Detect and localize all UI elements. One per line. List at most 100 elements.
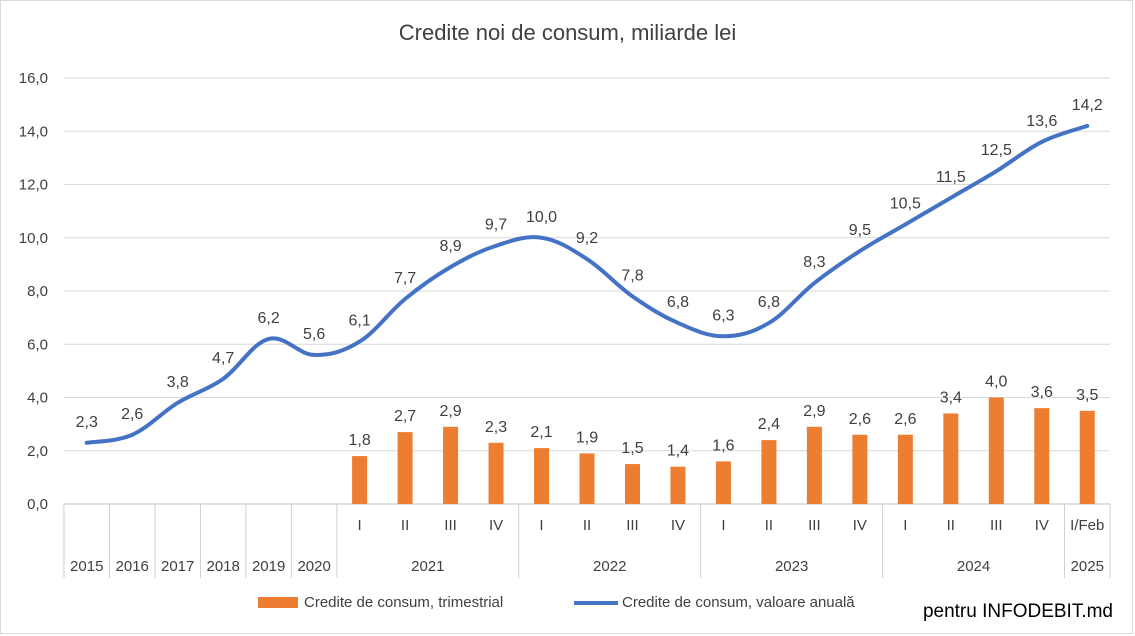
source-credit: pentru INFODEBIT.md xyxy=(922,601,1113,622)
bar-data-label: 1,8 xyxy=(348,432,370,449)
bar-data-label: 4,0 xyxy=(985,374,1007,391)
y-tick-label: 12,0 xyxy=(19,177,48,194)
bar xyxy=(397,432,413,504)
x-tick-label: I/Feb xyxy=(1070,517,1104,534)
bar-series xyxy=(352,397,1095,504)
x-tick-label: I xyxy=(539,517,543,534)
x-tick-label: IV xyxy=(853,517,867,534)
line-data-label: 9,7 xyxy=(485,217,507,234)
line-data-label: 6,2 xyxy=(258,310,280,327)
x-tick-label: III xyxy=(990,517,1003,534)
y-tick-label: 0,0 xyxy=(27,496,48,513)
bar-data-label: 1,9 xyxy=(576,429,598,446)
bar xyxy=(988,397,1004,504)
x-year-label: 2023 xyxy=(775,558,808,575)
line-data-label: 7,7 xyxy=(394,270,416,287)
legend-item-annual: Credite de consum, valoare anuală xyxy=(574,594,855,611)
x-tick-label: I xyxy=(903,517,907,534)
x-tick-label: III xyxy=(444,517,457,534)
bar-data-label: 1,4 xyxy=(667,443,689,460)
bar xyxy=(488,442,504,504)
x-tick-label: I xyxy=(721,517,725,534)
line-data-label: 10,5 xyxy=(890,195,921,212)
line-data-label: 6,1 xyxy=(348,313,370,330)
x-tick-label: IV xyxy=(1035,517,1049,534)
line-data-label: 5,6 xyxy=(303,326,325,343)
y-tick-label: 6,0 xyxy=(27,336,48,353)
bar xyxy=(761,440,777,504)
bar xyxy=(624,464,640,504)
line-series xyxy=(84,123,1090,445)
bar xyxy=(715,461,731,504)
x-tick-label: IV xyxy=(671,517,685,534)
x-tick-label: IV xyxy=(489,517,503,534)
legend-swatch-bar xyxy=(258,597,298,608)
line-data-labels: 2,3 2,6 3,8 4,7 6,2 5,6 6,1 7,7 8,9 9,7 10,0 9,2 7,8… xyxy=(76,97,1103,431)
bar-data-label: 2,6 xyxy=(849,411,871,428)
bar-data-label: 3,4 xyxy=(940,389,962,406)
bar xyxy=(579,453,595,504)
x-tick-label: II xyxy=(947,517,955,534)
y-tick-label: 8,0 xyxy=(27,283,48,300)
bar-data-label: 2,9 xyxy=(439,403,461,420)
bar-data-label: 3,5 xyxy=(1076,387,1098,404)
bar xyxy=(897,434,913,504)
y-tick-label: 16,0 xyxy=(19,70,48,87)
x-year-label: 2016 xyxy=(116,558,149,575)
x-tick-label: I xyxy=(358,517,362,534)
x-year-label: 2015 xyxy=(70,558,103,575)
bar-data-label: 3,6 xyxy=(1031,384,1053,401)
y-tick-label: 2,0 xyxy=(27,443,48,460)
line-data-label: 11,5 xyxy=(936,169,966,186)
line-data-label: 7,8 xyxy=(621,267,643,284)
legend-label-annual: Credite de consum, valoare anuală xyxy=(622,594,855,611)
line-data-label: 12,5 xyxy=(981,142,1012,159)
line-data-label: 6,3 xyxy=(712,307,734,324)
bar xyxy=(443,426,459,504)
chart-title: Credite noi de consum, miliarde lei xyxy=(398,20,737,45)
x-year-label: 2018 xyxy=(206,558,239,575)
bar xyxy=(806,426,822,504)
bar xyxy=(352,456,368,504)
bar-data-label: 2,1 xyxy=(530,424,552,441)
line-data-label: 4,7 xyxy=(212,350,234,367)
x-axis: I II III IV I II III IV I II III IV I II III IV I/Feb201… xyxy=(63,503,1111,578)
legend: Credite de consum, trimestrial Credite d… xyxy=(0,594,1135,616)
line-data-label: 10,0 xyxy=(526,209,557,226)
line-data-label: 3,8 xyxy=(167,374,189,391)
line-data-label: 8,9 xyxy=(439,238,461,255)
line-data-label: 9,5 xyxy=(849,222,871,239)
legend-item-quarterly: Credite de consum, trimestrial xyxy=(258,594,503,611)
x-tick-label: II xyxy=(401,517,409,534)
bar-data-label: 2,9 xyxy=(803,403,825,420)
x-tick-label: III xyxy=(626,517,639,534)
x-year-label: 2021 xyxy=(411,558,444,575)
x-tick-label: II xyxy=(765,517,773,534)
line-data-label: 13,6 xyxy=(1026,113,1057,130)
line-data-label: 6,8 xyxy=(667,294,689,311)
bar xyxy=(852,434,868,504)
y-tick-label: 14,0 xyxy=(19,123,48,140)
line-data-label: 8,3 xyxy=(803,254,825,271)
bar-data-label: 2,6 xyxy=(894,411,916,428)
y-axis-ticks: 0,0 2,0 4,0 6,0 8,0 10,0 12,0 14,0 16,0 xyxy=(19,70,48,513)
bar-data-label: 2,3 xyxy=(485,419,507,436)
bar xyxy=(670,466,686,504)
x-year-label: 2019 xyxy=(252,558,285,575)
line-data-label: 9,2 xyxy=(576,230,598,247)
bar-data-label: 2,4 xyxy=(758,416,780,433)
bar xyxy=(534,448,550,504)
line-data-label: 6,8 xyxy=(758,294,780,311)
y-tick-label: 10,0 xyxy=(19,230,48,247)
y-tick-label: 4,0 xyxy=(27,390,48,407)
x-tick-label: III xyxy=(808,517,821,534)
x-year-label: 2020 xyxy=(297,558,330,575)
x-year-label: 2022 xyxy=(593,558,626,575)
x-year-label: 2017 xyxy=(161,558,194,575)
bar-data-label: 2,7 xyxy=(394,408,416,425)
line-data-label: 14,2 xyxy=(1072,97,1103,114)
legend-swatch-line xyxy=(574,600,618,605)
bar-data-label: 1,5 xyxy=(621,440,643,457)
